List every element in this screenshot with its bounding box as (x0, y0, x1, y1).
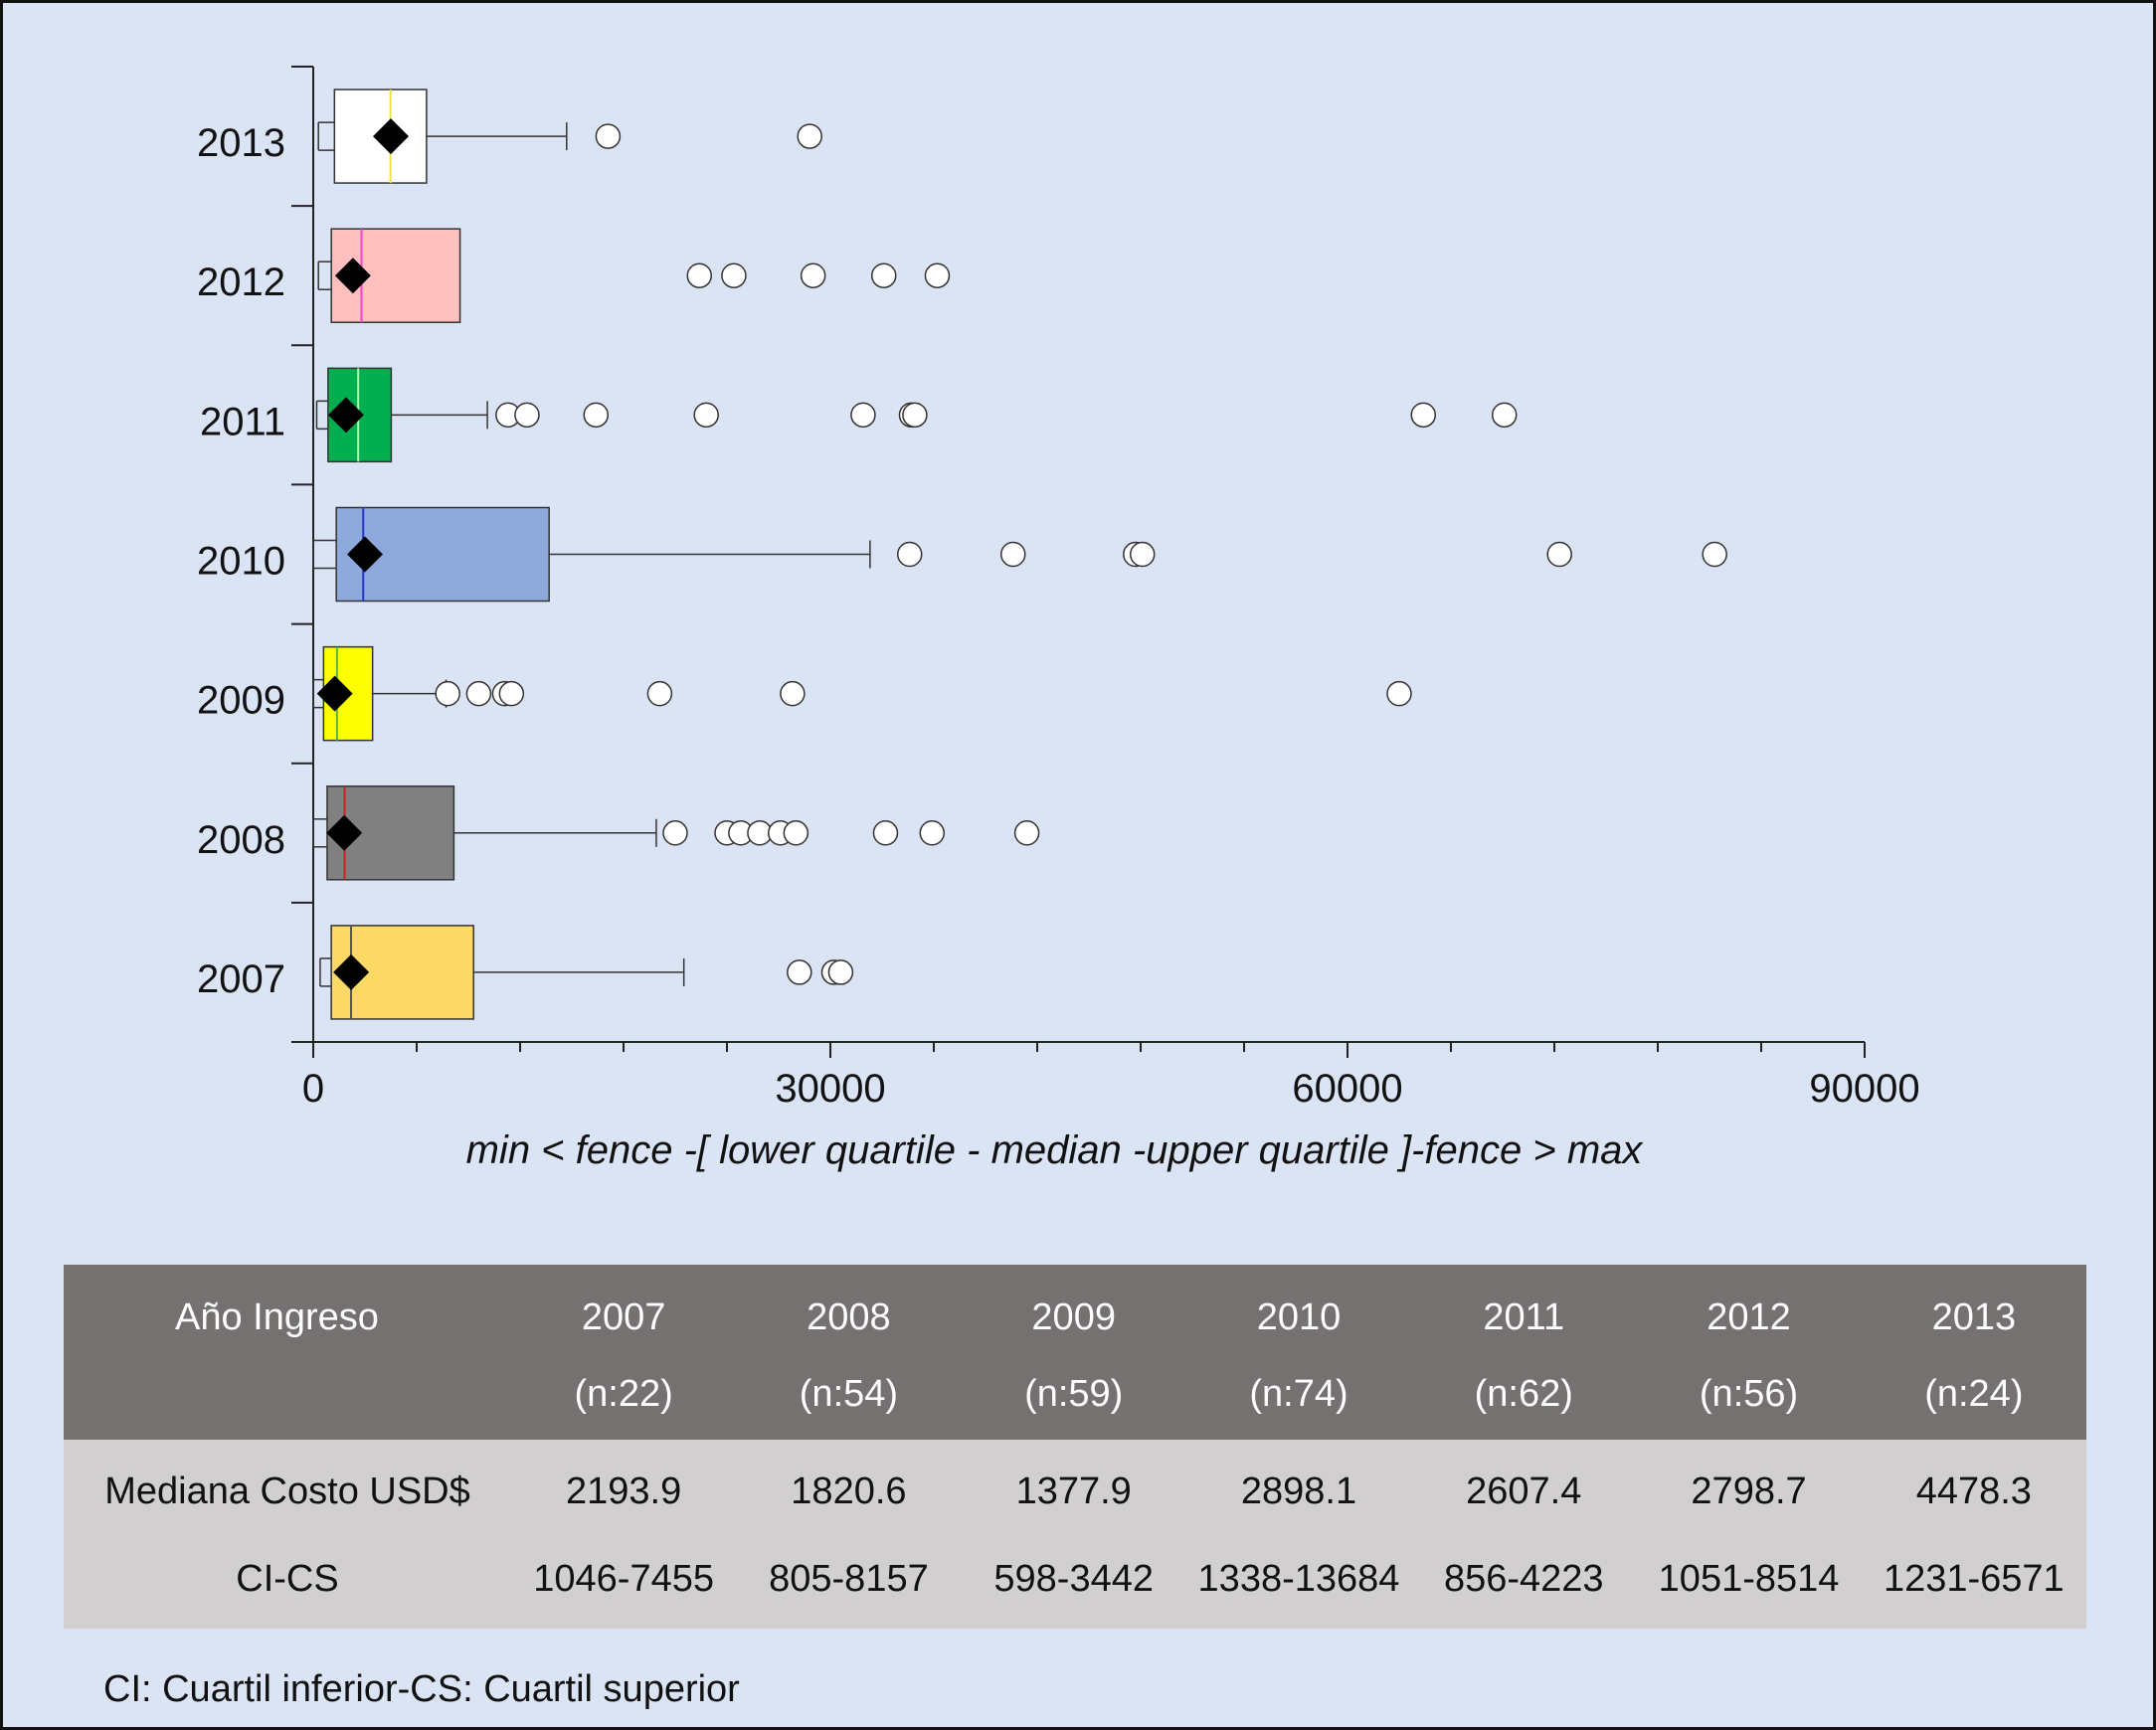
outlier-point (999, 541, 1026, 568)
boxes: 2007 2008 2009 2010 2011 2012 2013 (197, 88, 1727, 1020)
range-cell: 1231-6571 (1861, 1529, 2086, 1629)
row-label-quartiles: CI-CS (64, 1529, 511, 1629)
outlier-point (662, 820, 688, 846)
x-axis-label: min < fence -[ lower quartile - median -… (466, 1128, 1645, 1172)
category-label: 2007 (197, 957, 285, 1001)
range-cell: 805-8157 (736, 1529, 962, 1629)
row-label-median: Mediana Costo USD$ (64, 1440, 511, 1529)
outlier-point (1386, 680, 1412, 707)
outlier-point (800, 262, 826, 288)
box-2010: 2010 (197, 506, 1727, 603)
outlier-point (902, 402, 928, 429)
footnote: CI: Cuartil inferior-CS: Cuartil superio… (103, 1668, 740, 1710)
mean-marker (333, 953, 370, 990)
box-2011: 2011 (200, 367, 1518, 463)
outlier-point (595, 123, 622, 149)
count-cell: (n:74) (1185, 1348, 1412, 1440)
median-cell: 2898.1 (1185, 1440, 1412, 1529)
outlier-point (850, 402, 876, 429)
range-cell: 856-4223 (1411, 1529, 1637, 1629)
x-tick-label: 30000 (775, 1067, 885, 1111)
year-cell: 2009 (961, 1265, 1186, 1348)
range-cell: 1046-7455 (511, 1529, 737, 1629)
category-label: 2010 (197, 540, 285, 584)
median-cell: 2193.9 (511, 1440, 737, 1529)
outlier-point (721, 262, 747, 288)
mean-marker (316, 675, 353, 712)
x-tick-label: 60000 (1292, 1067, 1402, 1111)
outlier-point (797, 123, 822, 149)
outlier-point (498, 680, 525, 707)
blank-cell (64, 1348, 511, 1440)
outlier-point (1129, 541, 1156, 568)
range-cell: 1338-13684 (1185, 1529, 1412, 1629)
x-tick-label: 90000 (1809, 1067, 1919, 1111)
box-2008: 2008 (197, 785, 1040, 881)
outlier-point (1491, 402, 1518, 429)
category-label: 2009 (197, 679, 285, 723)
outlier-point (870, 262, 897, 288)
x-tick-label: 0 (302, 1067, 324, 1111)
outlier-point (1410, 402, 1437, 429)
outlier-point (919, 820, 946, 846)
count-cell: (n:59) (961, 1348, 1186, 1440)
median-cell: 2607.4 (1411, 1440, 1637, 1529)
mean-marker (326, 814, 363, 851)
outlier-point (896, 541, 923, 568)
year-cell: 2012 (1636, 1265, 1862, 1348)
outlier-point (924, 262, 951, 288)
outlier-point (872, 820, 899, 846)
box-2007: 2007 (197, 925, 854, 1020)
outlier-point (435, 680, 460, 707)
year-cell: 2007 (511, 1265, 737, 1348)
count-cell: (n:56) (1636, 1348, 1862, 1440)
outlier-point (686, 262, 713, 288)
box-2009: 2009 (197, 645, 1412, 742)
summary-table: Año Ingreso 2007 2008 2009 2010 2011 201… (64, 1265, 2086, 1629)
year-cell: 2008 (736, 1265, 962, 1348)
category-label: 2011 (200, 400, 285, 443)
year-cell: 2011 (1411, 1265, 1637, 1348)
box-2012: 2012 (197, 228, 951, 323)
outlier-point (780, 680, 806, 707)
median-cell: 4478.3 (1861, 1440, 2086, 1529)
outlier-point (1013, 820, 1040, 846)
axes: 0 30000 60000 90000 (291, 66, 1920, 1111)
outlier-point (583, 402, 610, 429)
table-header-row-counts: (n:22) (n:54) (n:59) (n:74) (n:62) (n:56… (64, 1348, 2086, 1440)
category-label: 2008 (197, 818, 285, 862)
range-cell: 598-3442 (961, 1529, 1186, 1629)
outlier-point (1546, 541, 1572, 568)
table-header-row-years: Año Ingreso 2007 2008 2009 2010 2011 201… (64, 1265, 2086, 1348)
year-cell: 2010 (1185, 1265, 1412, 1348)
outlier-point (646, 680, 673, 707)
outlier-point (1702, 541, 1727, 568)
count-cell: (n:62) (1411, 1348, 1637, 1440)
outlier-point (787, 959, 812, 985)
box-2013: 2013 (197, 88, 822, 184)
count-cell: (n:22) (511, 1348, 737, 1440)
header-label: Año Ingreso (64, 1265, 511, 1348)
outlier-point (514, 402, 540, 429)
mean-marker (347, 536, 383, 573)
range-cell: 1051-8514 (1636, 1529, 1862, 1629)
category-label: 2013 (197, 121, 285, 165)
outlier-point (783, 820, 809, 846)
table-row-median: Mediana Costo USD$ 2193.9 1820.6 1377.9 … (64, 1440, 2086, 1529)
table-row-quartiles: CI-CS 1046-7455 805-8157 598-3442 1338-1… (64, 1529, 2086, 1629)
year-cell: 2013 (1861, 1265, 2086, 1348)
mean-marker (327, 397, 364, 433)
boxplot-chart: 0 30000 60000 90000 2007 2008 2009 2010 2011 201… (197, 66, 1920, 1172)
outlier-point (693, 402, 719, 429)
count-cell: (n:24) (1861, 1348, 2086, 1440)
outlier-point (465, 680, 492, 707)
count-cell: (n:54) (736, 1348, 962, 1440)
median-cell: 1377.9 (961, 1440, 1186, 1529)
median-cell: 2798.7 (1636, 1440, 1862, 1529)
median-cell: 1820.6 (736, 1440, 962, 1529)
outlier-point (827, 959, 854, 985)
mean-marker (373, 118, 409, 155)
category-label: 2012 (197, 260, 285, 304)
mean-marker (334, 258, 371, 294)
